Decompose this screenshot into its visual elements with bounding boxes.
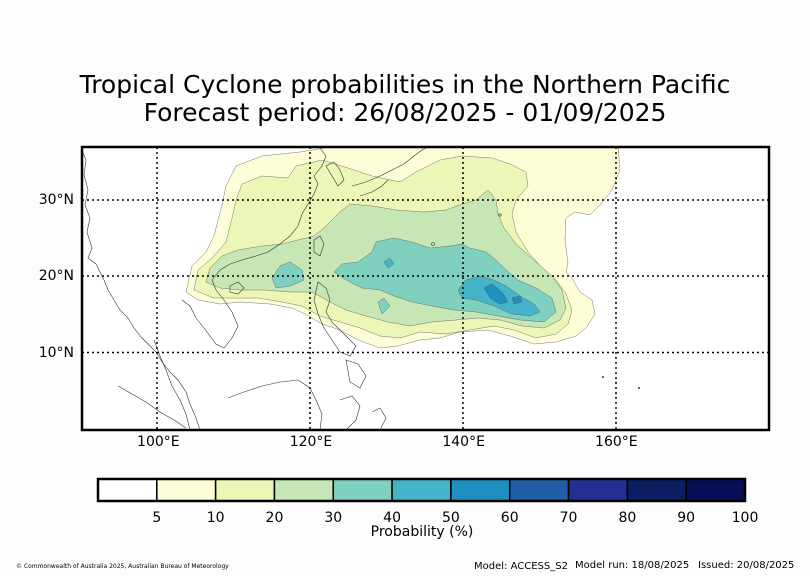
probability-contours xyxy=(185,147,621,349)
colorbar-swatch xyxy=(685,478,746,502)
colorbar-tick-label: 90 xyxy=(677,510,696,526)
issued-date: Issued: 20/08/2025 xyxy=(698,560,795,571)
colorbar xyxy=(96,477,747,503)
contour-50pct xyxy=(483,283,509,305)
colorbar-tick-label: 50 xyxy=(441,510,460,526)
contour-40pct-small xyxy=(383,257,395,269)
colorbar-swatch xyxy=(391,478,452,502)
colorbar-swatch xyxy=(626,478,687,502)
map-frame xyxy=(80,145,771,432)
lat-tick-label: 30°N xyxy=(38,191,74,208)
colorbar-tick-label: 10 xyxy=(206,510,225,526)
colorbar-swatch xyxy=(450,478,511,502)
colorbar-swatch xyxy=(273,478,335,502)
lat-tick-label: 20°N xyxy=(38,268,74,285)
lat-tick-label: 10°N xyxy=(38,344,74,361)
colorbar-frame xyxy=(96,477,747,503)
colorbar-swatch xyxy=(214,478,276,502)
lon-tick-label: 140°E xyxy=(442,434,485,450)
colorbar-tick-label: 60 xyxy=(500,510,519,526)
colorbar-swatch xyxy=(508,478,570,502)
colorbar-tick-label: 5 xyxy=(152,510,162,526)
colorbar-title: Probability (%) xyxy=(370,524,474,540)
colorbar-swatch xyxy=(156,478,217,502)
colorbar-tick-label: 100 xyxy=(731,510,759,526)
model-name: Model: ACCESS_S2 xyxy=(474,561,568,572)
lon-tick-label: 120°E xyxy=(289,434,333,450)
contour-50pct-small xyxy=(511,295,523,305)
colorbar-tick-label: 80 xyxy=(618,510,637,526)
colorbar-tick-label: 40 xyxy=(383,510,401,526)
colorbar-swatch xyxy=(332,478,393,502)
lon-tick-label: 100°E xyxy=(137,434,180,450)
map-subtitle: Forecast period: 26/08/2025 - 01/09/2025 xyxy=(143,98,667,127)
contour-30pct-west xyxy=(271,261,305,289)
colorbar-tick-label: 20 xyxy=(265,510,284,526)
lon-tick-label: 160°E xyxy=(595,434,638,450)
colorbar-swatch xyxy=(567,478,629,502)
graticule xyxy=(82,147,769,430)
colorbar-tick-label: 30 xyxy=(324,510,343,526)
contour-30pct-islet xyxy=(377,297,391,315)
copyright-notice: © Commonwealth of Australia 2025, Austra… xyxy=(16,563,229,570)
model-run-date: Model run: 18/08/2025 xyxy=(575,560,690,571)
colorbar-tick-label: 70 xyxy=(559,510,578,526)
colorbar-swatch xyxy=(97,478,158,502)
map-title: Tropical Cyclone probabilities in the No… xyxy=(79,70,731,99)
coastlines xyxy=(82,147,641,430)
